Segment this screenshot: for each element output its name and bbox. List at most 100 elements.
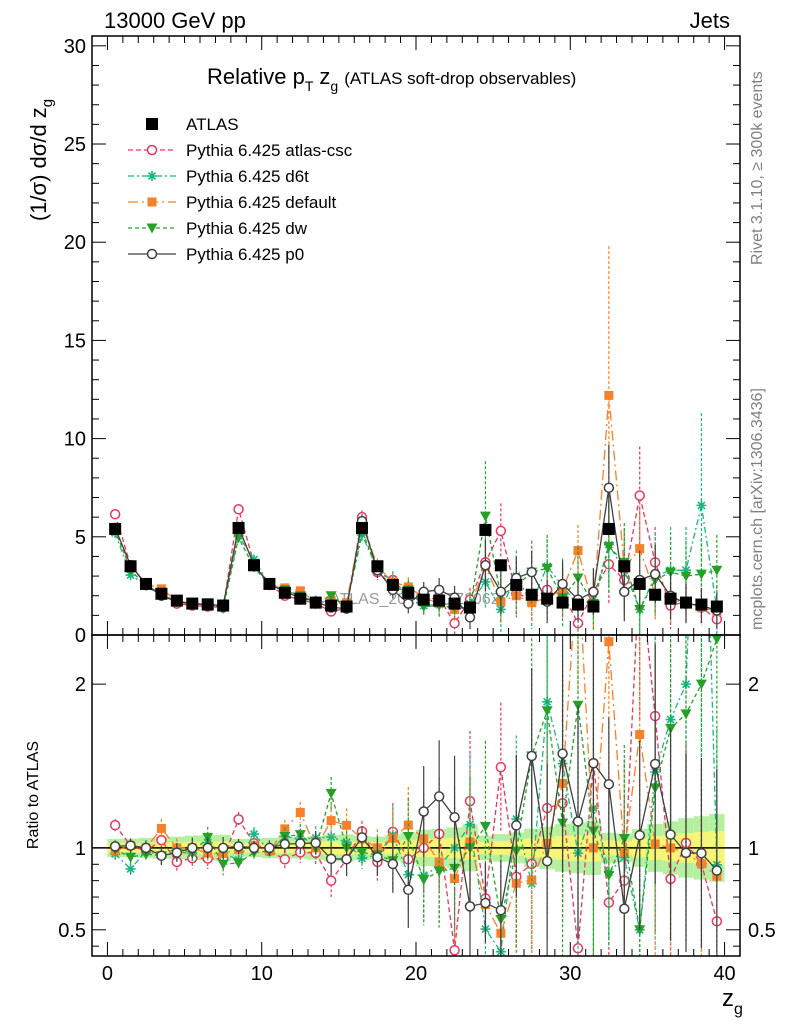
ratio-point-p0: [125, 840, 136, 851]
y-tick-label: 30: [64, 36, 86, 58]
point-atlas: [309, 596, 322, 609]
point-atlas: [479, 523, 492, 536]
point-atlas: [356, 521, 368, 534]
ratio-y-tick-label: 2: [75, 674, 86, 696]
legend-marker-atlas: [146, 118, 158, 130]
x-axis-label: zg: [722, 985, 743, 1018]
ratio-point-p0: [109, 841, 121, 852]
ratio-point-atlas_csc: [233, 814, 244, 825]
point-p0: [557, 578, 568, 590]
point-atlas: [433, 594, 446, 607]
title-sub-g: g: [330, 78, 338, 94]
title-suffix: (ATLAS soft-drop observables): [344, 69, 576, 88]
ratio-point-p0: [526, 750, 537, 762]
point-p0: [403, 598, 414, 609]
y-tick-label: 10: [64, 429, 86, 451]
ratio-point-dw: [233, 858, 245, 869]
ratio-point-p0: [572, 816, 584, 827]
ratio-point-p0: [341, 853, 352, 865]
ratio-point-p0: [295, 838, 306, 849]
ratio-point-d6t: [125, 863, 136, 874]
point-atlas: [386, 578, 399, 591]
point-atlas: [109, 522, 122, 535]
ratio-point-dw: [634, 925, 646, 936]
point-default: [635, 544, 645, 554]
ratio-point-default: [326, 816, 336, 826]
point-atlas: [232, 521, 245, 534]
ratio-point-p0: [634, 830, 645, 841]
ratio-point-p0: [449, 811, 460, 823]
ratio-point-p0: [356, 832, 368, 843]
legend-marker-d6t: [147, 171, 157, 181]
point-atlas: [464, 601, 476, 614]
ratio-point-dw: [325, 788, 337, 799]
y-tick-label: 15: [64, 330, 86, 352]
legend-label-p0: Pythia 6.425 p0: [186, 245, 304, 264]
legend-label-d6t: Pythia 6.425 d6t: [186, 167, 309, 186]
ratio-point-d6t: [326, 831, 337, 842]
point-atlas: [510, 578, 523, 591]
y-tick-label: 0: [75, 625, 86, 647]
ratio-point-p0: [511, 820, 522, 831]
point-p0: [495, 586, 507, 598]
point-atlas: [217, 599, 230, 612]
title-sub-t: T: [305, 78, 314, 94]
ratio-point-p0: [187, 842, 198, 854]
ratio-point-dw: [356, 847, 368, 858]
point-atlas_csc: [233, 504, 244, 515]
point-atlas: [448, 597, 461, 610]
point-p0: [526, 566, 537, 578]
ratio-point-dw: [217, 859, 229, 870]
point-atlas: [664, 592, 677, 605]
ratio-point-dw: [680, 709, 692, 720]
x-tick-label: 0: [102, 963, 113, 985]
legend-label-default: Pythia 6.425 default: [186, 193, 337, 212]
point-dw: [479, 511, 491, 522]
ratio-frame: [91, 634, 741, 957]
plot-title: Relative pT zg (ATLAS soft-drop observable…: [207, 64, 576, 94]
x-tick-label: 20: [405, 963, 427, 985]
legend: ATLAS Pythia 6.425 atlas-csc Pythia 6.425 …: [128, 115, 353, 264]
legend-label-atlas_csc: Pythia 6.425 atlas-csc: [186, 141, 353, 160]
ratio-point-p0: [649, 758, 661, 770]
ratio-point-p0: [557, 748, 568, 759]
ratio-point-p0: [696, 847, 707, 859]
y-axis-label-sub: g: [39, 99, 56, 107]
ratio-point-p0: [418, 806, 429, 817]
y-tick-label: 20: [64, 232, 86, 254]
legend-marker-p0: [146, 248, 158, 260]
point-atlas_csc: [634, 490, 645, 501]
ratio-point-p0: [156, 850, 167, 861]
point-dw: [603, 542, 615, 553]
ratio-point-d6t: [696, 309, 706, 319]
ratio-point-dw: [695, 679, 707, 690]
point-atlas: [618, 560, 631, 573]
ratio-point-p0: [264, 842, 275, 854]
ratio-y-tick-label-right: 1: [748, 838, 759, 860]
ratio-point-p0: [665, 829, 676, 840]
ratio-point-p0: [541, 855, 553, 867]
ratio-point-default: [156, 823, 166, 833]
ratio-point-dw: [711, 635, 723, 645]
point-p0: [480, 560, 491, 571]
y-axis-label-text: (1/σ) dσ/d z: [26, 107, 51, 221]
ratio-point-dw: [541, 706, 553, 717]
point-p0: [588, 586, 599, 598]
ratio-point-default: [635, 730, 645, 740]
ratio-point-p0: [310, 837, 321, 849]
ratio-point-p0: [403, 884, 414, 896]
point-atlas: [294, 592, 307, 605]
legend-entry-p0: Pythia 6.425 p0: [128, 245, 304, 264]
point-default: [573, 546, 583, 556]
ratio-plot: 0 10 20 30 40 0.5 0.5 1 1 2 2: [58, 36, 776, 985]
ratio-point-p0: [202, 842, 213, 854]
ratio-point-dw: [433, 866, 445, 877]
y-axis-label: (1/σ) dσ/d zg: [26, 99, 56, 221]
point-atlas: [525, 588, 538, 601]
point-atlas: [263, 577, 276, 590]
ratio-point-default: [604, 637, 614, 647]
point-atlas: [602, 522, 615, 535]
ratio-y-tick-label: 0.5: [58, 920, 86, 942]
ratio-point-p0: [603, 778, 615, 790]
